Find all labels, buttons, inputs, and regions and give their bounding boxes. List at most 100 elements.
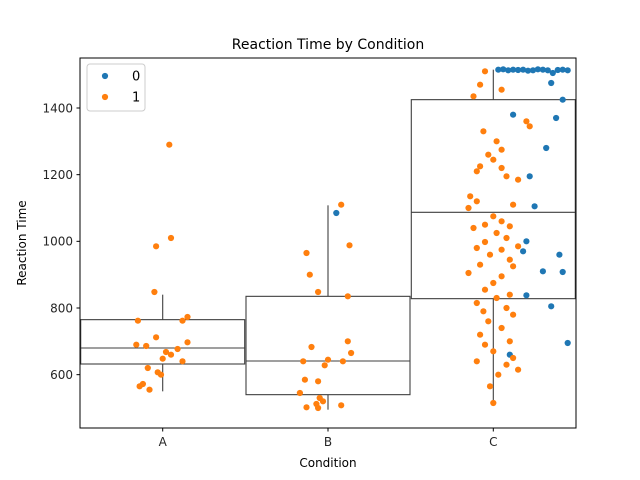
data-point <box>133 341 140 348</box>
data-point <box>151 288 158 296</box>
data-point <box>503 234 510 242</box>
data-point <box>477 163 484 170</box>
data-point <box>498 164 505 172</box>
data-point <box>473 198 480 205</box>
data-point <box>515 366 522 373</box>
data-point <box>509 263 517 270</box>
data-point <box>548 79 555 87</box>
data-point <box>559 96 566 103</box>
data-point <box>543 144 550 152</box>
data-point <box>526 123 533 130</box>
data-point <box>339 358 346 365</box>
data-point <box>473 244 480 252</box>
data-point <box>477 261 484 268</box>
data-point <box>473 168 480 175</box>
data-point <box>553 114 560 122</box>
data-point <box>308 343 315 351</box>
data-point <box>306 271 313 278</box>
data-point <box>473 358 480 365</box>
data-point <box>490 279 497 287</box>
box-c <box>410 69 576 403</box>
data-point <box>506 291 513 298</box>
data-point <box>166 141 173 148</box>
data-point <box>480 128 487 135</box>
data-point <box>509 201 517 208</box>
data-point <box>515 176 522 183</box>
data-point <box>509 354 517 362</box>
series-1 <box>133 68 533 412</box>
data-point <box>559 66 566 73</box>
data-point <box>146 386 153 393</box>
data-point <box>503 361 510 368</box>
data-point <box>486 251 494 258</box>
data-point <box>509 111 517 118</box>
data-point <box>319 398 327 405</box>
x-tick-label: A <box>159 435 168 449</box>
y-tick-label: 1000 <box>42 235 73 249</box>
y-tick-label: 600 <box>50 368 73 382</box>
box-a <box>80 294 246 392</box>
y-tick-label: 1200 <box>42 168 73 182</box>
data-point <box>470 224 477 232</box>
data-point <box>167 351 175 358</box>
data-point <box>495 371 502 378</box>
data-point <box>506 256 513 263</box>
data-point <box>480 308 487 315</box>
x-axis-label: Condition <box>299 456 356 470</box>
data-point <box>485 151 492 158</box>
data-point <box>490 399 497 407</box>
data-point <box>515 66 522 74</box>
legend-marker-0 <box>101 72 109 80</box>
data-point <box>153 334 160 341</box>
data-point <box>465 204 472 212</box>
data-point <box>493 138 500 145</box>
y-tick-label: 1400 <box>42 101 73 115</box>
data-point <box>498 246 505 253</box>
data-point <box>144 364 151 372</box>
data-point <box>477 331 484 338</box>
data-point <box>315 404 322 412</box>
data-point <box>509 66 517 73</box>
data-point <box>523 118 530 125</box>
data-point <box>315 378 322 385</box>
data-point <box>153 243 160 250</box>
data-point <box>338 201 345 208</box>
x-tick-label: C <box>489 435 497 449</box>
data-point <box>162 348 170 356</box>
data-point <box>498 324 505 332</box>
data-point <box>338 402 345 409</box>
data-point <box>143 342 150 350</box>
data-point <box>556 251 563 258</box>
data-point <box>303 404 310 411</box>
data-point <box>136 383 143 390</box>
data-point <box>467 193 474 200</box>
legend-marker-1 <box>101 93 109 101</box>
y-tick-label: 800 <box>50 301 73 315</box>
data-point <box>470 93 477 100</box>
data-point <box>481 286 489 293</box>
data-point <box>559 268 566 276</box>
data-point <box>315 288 322 296</box>
data-point <box>509 311 517 318</box>
data-point <box>498 86 505 93</box>
data-point <box>534 66 542 73</box>
data-point <box>348 349 355 357</box>
chart-title: Reaction Time by Condition <box>232 37 424 53</box>
data-point <box>481 221 489 228</box>
data-point <box>465 269 472 277</box>
data-point <box>520 248 527 255</box>
data-point <box>179 317 186 324</box>
data-point <box>503 173 510 180</box>
data-point <box>523 292 530 299</box>
data-point <box>477 81 484 88</box>
data-point <box>184 313 191 321</box>
data-point <box>301 376 308 383</box>
data-point <box>495 66 502 73</box>
data-point <box>539 268 547 275</box>
data-point <box>344 293 351 300</box>
data-point <box>344 338 351 345</box>
data-point <box>490 156 497 163</box>
data-point <box>549 69 556 77</box>
